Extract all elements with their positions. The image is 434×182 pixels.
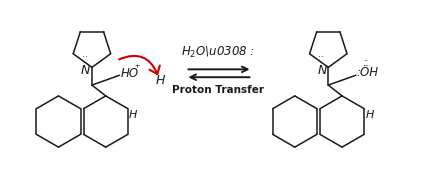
Text: ··: ·· — [82, 54, 88, 62]
Text: :ÖH: :ÖH — [356, 66, 378, 79]
Text: HO: HO — [120, 67, 138, 80]
Text: ··: ·· — [318, 54, 323, 62]
Text: $^+$: $^+$ — [133, 63, 141, 73]
Text: H$_2$O\u0308 :: H$_2$O\u0308 : — [181, 45, 254, 60]
Text: H: H — [365, 110, 373, 120]
Text: Proton Transfer: Proton Transfer — [171, 85, 263, 95]
Text: N: N — [317, 64, 326, 77]
Text: N: N — [81, 64, 90, 77]
Text: H: H — [128, 110, 137, 120]
Text: ··: ·· — [362, 57, 367, 66]
Text: ··: ·· — [220, 50, 225, 58]
FancyArrowPatch shape — [119, 56, 159, 74]
Text: H: H — [156, 74, 165, 87]
